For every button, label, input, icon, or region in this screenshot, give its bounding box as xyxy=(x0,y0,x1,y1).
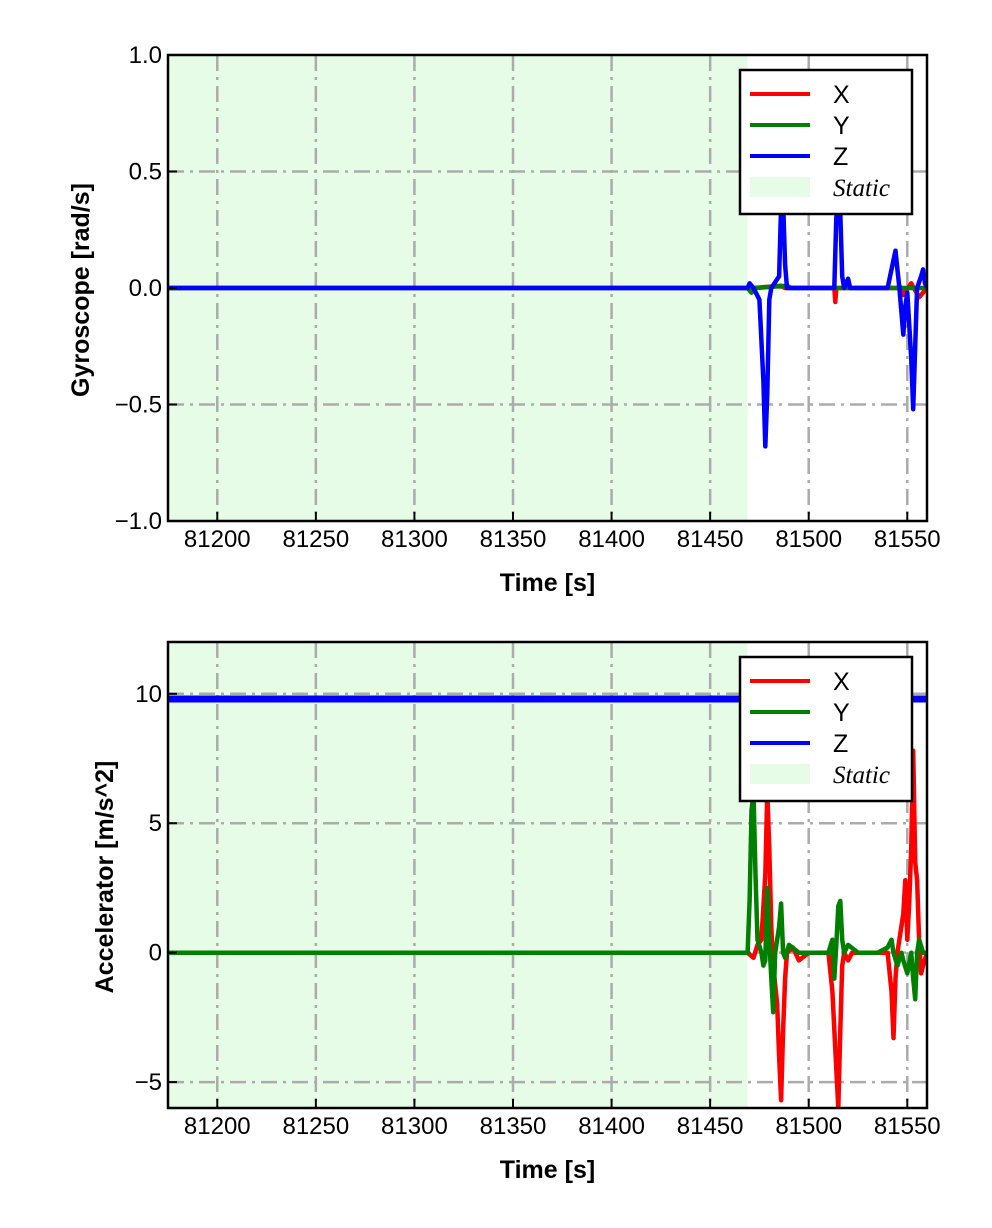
x-tick-label: 81300 xyxy=(381,1113,448,1140)
x-tick-label: 81250 xyxy=(282,526,349,553)
y-tick-label: −5 xyxy=(135,1069,162,1096)
y-tick-labels: −5 0 5 10 xyxy=(135,681,162,1096)
axis-ticks xyxy=(168,692,909,1108)
x-axis-label: Time [s] xyxy=(500,569,595,597)
legend: X Y Z Static xyxy=(738,68,914,216)
legend-label-static: Static xyxy=(833,175,890,202)
x-tick-label: 81300 xyxy=(381,526,448,553)
y-tick-label: 5 xyxy=(149,810,162,837)
x-tick-label: 81550 xyxy=(874,1113,941,1140)
y-axis-label: Gyroscope [rad/s] xyxy=(67,183,95,397)
x-tick-label: 81350 xyxy=(480,526,547,553)
x-tick-label: 81200 xyxy=(184,526,251,553)
y-tick-label: 1.0 xyxy=(129,42,162,69)
y-tick-label: 0 xyxy=(149,940,162,967)
x-tick-label: 81450 xyxy=(677,1113,744,1140)
x-tick-label: 81550 xyxy=(874,526,941,553)
gyroscope-panel: 81200 81250 81300 81350 81400 81450 81500 81550… xyxy=(67,42,941,597)
x-tick-label: 81400 xyxy=(578,1113,645,1140)
y-tick-label: −1.0 xyxy=(115,508,162,535)
legend: X Y Z Static xyxy=(738,655,914,803)
y-tick-label: 0.0 xyxy=(129,275,162,302)
series-lines xyxy=(168,197,927,449)
legend-label-z: Z xyxy=(833,143,848,171)
series-line-y xyxy=(168,789,927,1015)
legend-label-static: Static xyxy=(833,762,890,789)
x-tick-label: 81200 xyxy=(184,1113,251,1140)
x-tick-label: 81250 xyxy=(282,1113,349,1140)
accelerometer-panel: 81200 81250 81300 81350 81400 81450 81500 81550… xyxy=(91,640,941,1184)
static-region xyxy=(168,642,748,1108)
legend-swatch-static xyxy=(750,177,810,197)
y-tick-label: 10 xyxy=(135,681,162,708)
y-tick-labels: −1.0 −0.5 0.0 0.5 1.0 xyxy=(115,42,162,535)
axis-ticks xyxy=(168,54,909,522)
x-tick-label: 81500 xyxy=(775,526,842,553)
legend-label-y: Y xyxy=(833,699,850,727)
plot-frame xyxy=(166,640,929,1110)
x-tick-labels: 81200 81250 81300 81350 81400 81450 81500 81550 xyxy=(184,526,941,553)
x-axis-label: Time [s] xyxy=(500,1156,595,1184)
x-tick-labels: 81200 81250 81300 81350 81400 81450 81500 81550 xyxy=(184,1113,941,1140)
x-tick-label: 81400 xyxy=(578,526,645,553)
y-axis-label: Accelerator [m/s^2] xyxy=(91,761,119,994)
y-tick-label: −0.5 xyxy=(115,392,162,419)
legend-swatch-static xyxy=(750,764,810,784)
series-line-z xyxy=(168,197,927,449)
legend-label-x: X xyxy=(833,668,850,696)
x-tick-label: 81500 xyxy=(775,1113,842,1140)
legend-label-z: Z xyxy=(833,730,848,758)
legend-label-y: Y xyxy=(833,112,850,140)
y-tick-label: 0.5 xyxy=(129,159,162,186)
x-tick-label: 81450 xyxy=(677,526,744,553)
series-line-x xyxy=(168,748,927,1108)
legend-label-x: X xyxy=(833,81,850,109)
x-tick-label: 81350 xyxy=(480,1113,547,1140)
